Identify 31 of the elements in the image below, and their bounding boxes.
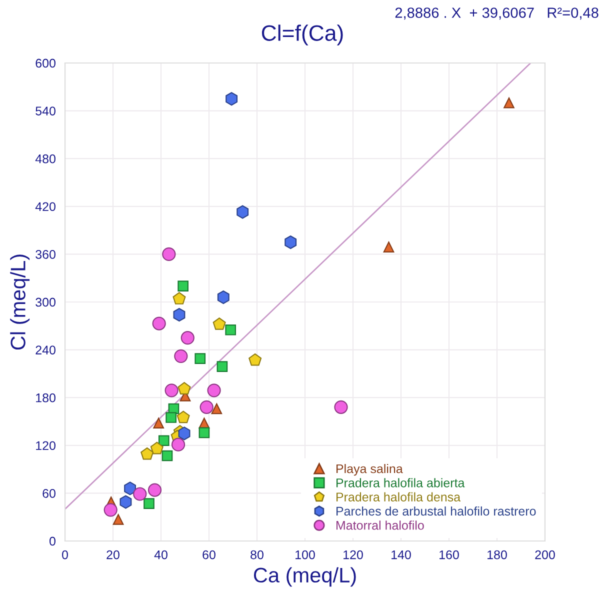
x-tick-label: 180 <box>488 550 507 560</box>
x-tick-label: 80 <box>250 550 264 560</box>
x-tick-label: 20 <box>106 550 120 560</box>
legend-label: Pradera halofila densa <box>336 492 461 502</box>
legend-label: Pradera halofila abierta <box>336 478 465 488</box>
x-tick-label: 60 <box>202 550 216 560</box>
legend-label: Playa salina <box>336 464 403 476</box>
y-tick-label: 0 <box>50 536 56 546</box>
x-tick-label: 200 <box>535 550 555 560</box>
x-tick-label: 120 <box>344 550 363 560</box>
y-tick-label: 240 <box>36 346 56 354</box>
y-tick-label: 480 <box>35 154 56 164</box>
y-tick-label: 60 <box>42 489 56 498</box>
legend-label: Parches de arbustal halofilo rastrero <box>336 506 536 516</box>
y-tick-label: 300 <box>36 298 56 307</box>
x-tick-label: 140 <box>392 550 411 560</box>
y-axis-title: Cl (meq/L) <box>10 254 30 350</box>
x-tick-label: 100 <box>296 550 315 560</box>
y-tick-label: 180 <box>36 393 56 402</box>
y-tick-label: 540 <box>36 106 56 116</box>
x-tick-label: 0 <box>62 550 68 560</box>
y-tick-label: 420 <box>35 202 56 212</box>
x-axis-title: Ca (meq/L) <box>254 567 356 587</box>
x-tick-label: 160 <box>440 550 459 560</box>
x-tick-label: 40 <box>154 550 168 560</box>
y-tick-label: 600 <box>36 58 56 68</box>
legend-label: Matorral halofilo <box>336 520 424 530</box>
y-tick-label: 360 <box>36 250 56 259</box>
y-tick-label: 120 <box>36 441 56 450</box>
text: 2,8886 . X + 39,6067 R²=0,48 <box>395 8 598 20</box>
chart-title: Cl=f(Ca) <box>262 24 343 46</box>
